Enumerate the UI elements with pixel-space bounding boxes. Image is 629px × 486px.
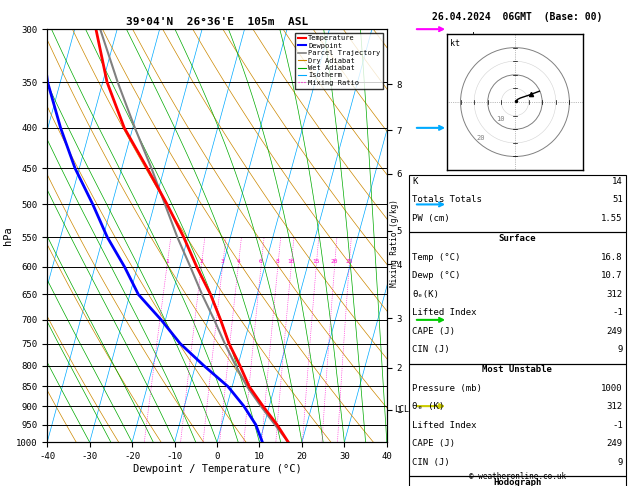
Text: -1: -1: [612, 308, 623, 317]
Text: 10.7: 10.7: [601, 271, 623, 280]
Text: 15: 15: [313, 259, 320, 263]
X-axis label: Dewpoint / Temperature (°C): Dewpoint / Temperature (°C): [133, 464, 301, 474]
Text: 26.04.2024  06GMT  (Base: 00): 26.04.2024 06GMT (Base: 00): [432, 12, 603, 22]
Text: 3: 3: [221, 259, 225, 263]
Text: Surface: Surface: [499, 234, 536, 243]
Text: 9: 9: [617, 345, 623, 354]
Text: 14: 14: [612, 177, 623, 186]
Text: 51: 51: [612, 195, 623, 205]
Text: 2: 2: [199, 259, 203, 263]
Text: 4: 4: [237, 259, 240, 263]
Text: Dewp (°C): Dewp (°C): [412, 271, 460, 280]
Text: CIN (J): CIN (J): [412, 345, 450, 354]
Text: 16.8: 16.8: [601, 253, 623, 262]
Text: 10: 10: [496, 116, 504, 122]
Text: 312: 312: [606, 290, 623, 299]
Text: Totals Totals: Totals Totals: [412, 195, 482, 205]
Text: Mixing Ratio (g/kg): Mixing Ratio (g/kg): [390, 199, 399, 287]
Text: CIN (J): CIN (J): [412, 458, 450, 467]
Text: K: K: [412, 177, 418, 186]
Text: Temp (°C): Temp (°C): [412, 253, 460, 262]
Text: 6: 6: [259, 259, 263, 263]
Text: 25: 25: [345, 259, 353, 263]
Y-axis label: km
ASL: km ASL: [472, 32, 488, 51]
Legend: Temperature, Dewpoint, Parcel Trajectory, Dry Adiabat, Wet Adiabat, Isotherm, Mi: Temperature, Dewpoint, Parcel Trajectory…: [295, 33, 383, 88]
Text: θₑ (K): θₑ (K): [412, 402, 444, 412]
Text: Hodograph: Hodograph: [493, 478, 542, 486]
Text: 20: 20: [331, 259, 338, 263]
Text: 249: 249: [606, 327, 623, 336]
Text: 1000: 1000: [601, 384, 623, 393]
Text: 8: 8: [276, 259, 280, 263]
Text: Lifted Index: Lifted Index: [412, 308, 477, 317]
Text: 10: 10: [287, 259, 295, 263]
Text: Most Unstable: Most Unstable: [482, 365, 552, 375]
Text: 1.55: 1.55: [601, 214, 623, 223]
Text: © weatheronline.co.uk: © weatheronline.co.uk: [469, 472, 566, 481]
Text: 312: 312: [606, 402, 623, 412]
Text: 1: 1: [165, 259, 169, 263]
Text: Lifted Index: Lifted Index: [412, 421, 477, 430]
Text: 20: 20: [477, 135, 486, 141]
Title: 39°04'N  26°36'E  105m  ASL: 39°04'N 26°36'E 105m ASL: [126, 17, 308, 27]
Text: θₑ(K): θₑ(K): [412, 290, 439, 299]
Text: 249: 249: [606, 439, 623, 449]
Text: CAPE (J): CAPE (J): [412, 327, 455, 336]
Text: -1: -1: [612, 421, 623, 430]
Text: Pressure (mb): Pressure (mb): [412, 384, 482, 393]
Text: CAPE (J): CAPE (J): [412, 439, 455, 449]
Text: 9: 9: [617, 458, 623, 467]
Text: LCL: LCL: [394, 405, 409, 415]
Text: PW (cm): PW (cm): [412, 214, 450, 223]
Y-axis label: hPa: hPa: [3, 226, 13, 245]
Text: kt: kt: [450, 39, 460, 49]
